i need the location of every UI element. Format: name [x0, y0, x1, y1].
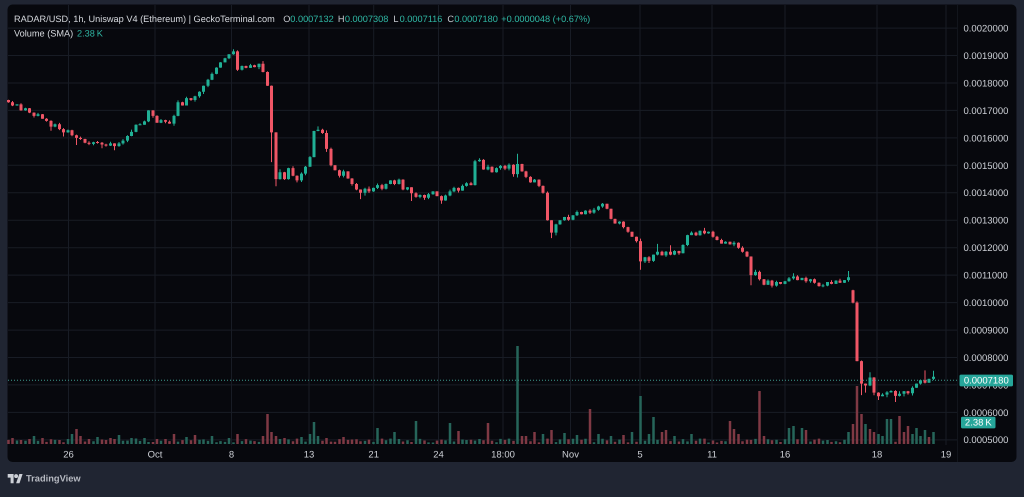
- svg-text:11: 11: [707, 450, 717, 461]
- svg-text:0.0007308: 0.0007308: [345, 14, 388, 24]
- svg-text:0.0010000: 0.0010000: [964, 298, 1009, 309]
- svg-text:O: O: [283, 14, 290, 24]
- svg-text:0.0019000: 0.0019000: [964, 51, 1009, 62]
- svg-text:0.0007180: 0.0007180: [964, 376, 1009, 387]
- svg-text:0.0005000: 0.0005000: [964, 435, 1009, 446]
- svg-text:H: H: [338, 14, 345, 24]
- svg-text:2.38 K: 2.38 K: [77, 29, 104, 39]
- svg-text:5: 5: [637, 450, 642, 461]
- svg-text:0.0013000: 0.0013000: [964, 216, 1009, 227]
- svg-text:13: 13: [304, 450, 315, 461]
- svg-text:C: C: [447, 14, 454, 24]
- svg-text:2.38 K: 2.38 K: [965, 418, 992, 429]
- svg-text:0.0020000: 0.0020000: [964, 24, 1009, 35]
- svg-text:18:00: 18:00: [491, 450, 515, 461]
- svg-text:0.0009000: 0.0009000: [964, 325, 1009, 336]
- svg-text:8: 8: [229, 450, 234, 461]
- svg-text:0.0017000: 0.0017000: [964, 106, 1009, 117]
- svg-text:+0.0000048 (+0.67%): +0.0000048 (+0.67%): [501, 14, 590, 24]
- svg-text:18: 18: [872, 450, 883, 461]
- svg-text:TradingView: TradingView: [26, 474, 81, 484]
- svg-text:0.0008000: 0.0008000: [964, 353, 1009, 364]
- svg-text:19: 19: [941, 450, 952, 461]
- svg-text:0.0011000: 0.0011000: [964, 271, 1008, 282]
- svg-text:0.0007116: 0.0007116: [400, 14, 443, 24]
- svg-text:0.0014000: 0.0014000: [964, 188, 1009, 199]
- svg-text:0.0007132: 0.0007132: [290, 14, 333, 24]
- svg-text:0.0012000: 0.0012000: [964, 243, 1009, 254]
- svg-text:26: 26: [63, 450, 74, 461]
- svg-text:Oct: Oct: [148, 450, 163, 461]
- svg-text:0.0015000: 0.0015000: [964, 161, 1009, 172]
- svg-text:16: 16: [780, 450, 791, 461]
- svg-text:0.0007180: 0.0007180: [454, 14, 497, 24]
- svg-text:24: 24: [433, 450, 444, 461]
- svg-text:L: L: [393, 14, 398, 24]
- svg-text:0.0006000: 0.0006000: [964, 408, 1009, 419]
- svg-text:Nov: Nov: [562, 450, 579, 461]
- svg-text:Volume (SMA): Volume (SMA): [14, 29, 73, 39]
- svg-text:0.0016000: 0.0016000: [964, 133, 1009, 144]
- svg-text:0.0018000: 0.0018000: [964, 78, 1009, 89]
- svg-text:21: 21: [368, 450, 379, 461]
- svg-text:RADAR/USD, 1h, Uniswap V4 (Eth: RADAR/USD, 1h, Uniswap V4 (Ethereum) | G…: [14, 14, 275, 24]
